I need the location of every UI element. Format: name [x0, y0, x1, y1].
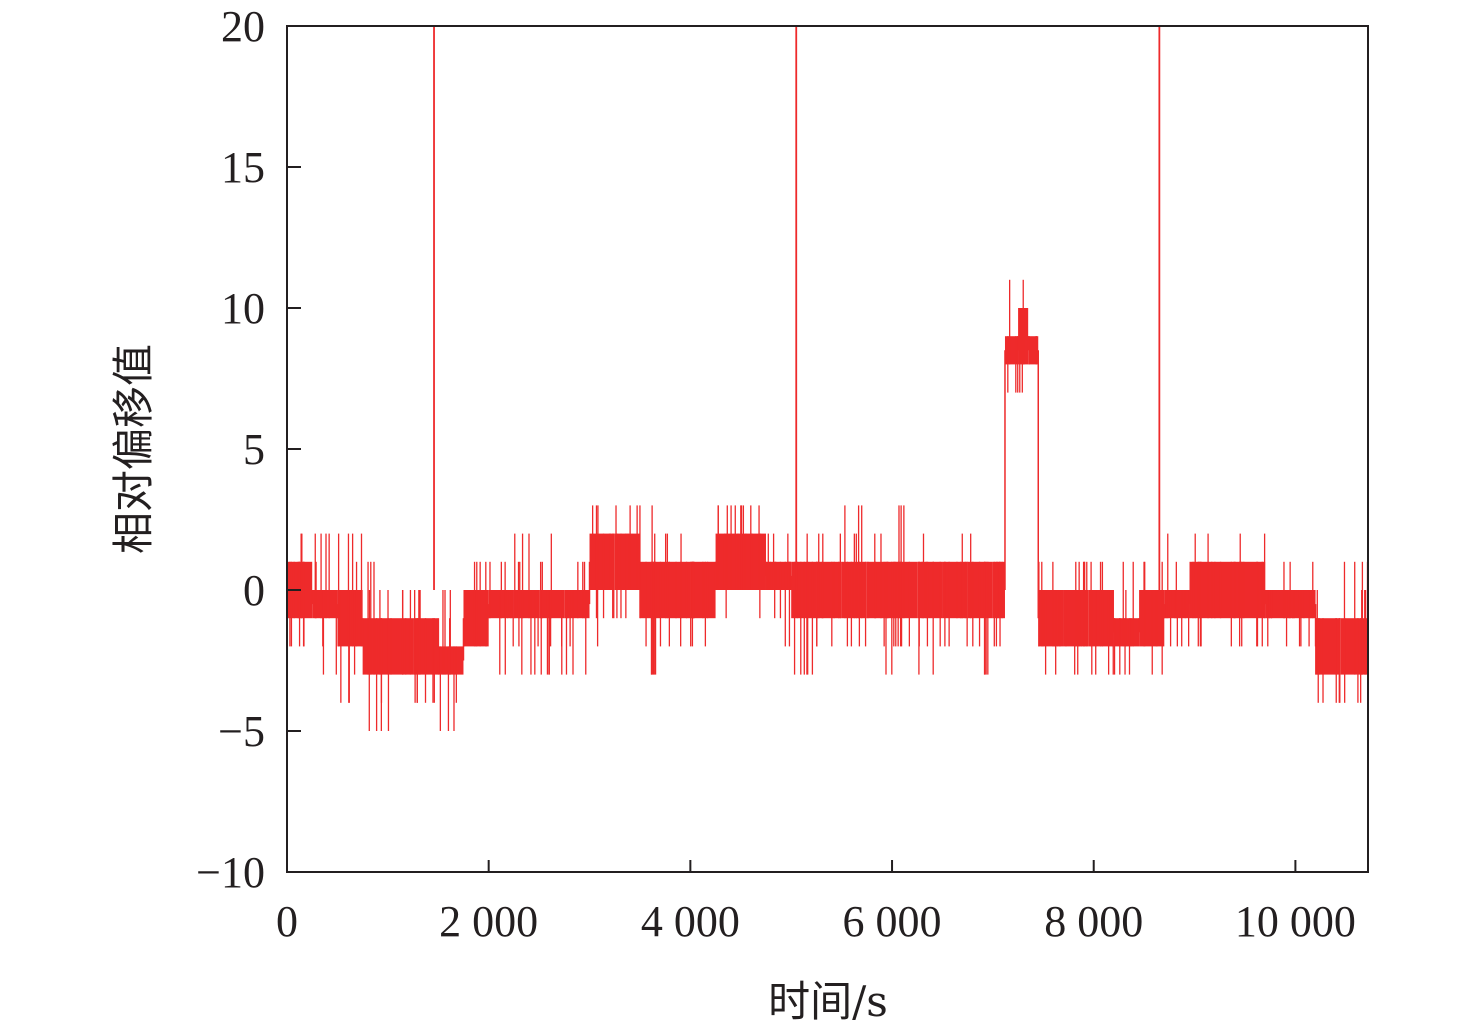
signal-segment — [816, 533, 842, 647]
signal-segment — [1264, 561, 1291, 647]
signal-segment — [1290, 561, 1316, 647]
signal-segment — [1004, 279, 1019, 590]
x-tick-label: 8 000 — [1044, 897, 1143, 946]
x-tick-label: 4 000 — [641, 897, 740, 946]
signal-segment — [1063, 561, 1089, 675]
signal-segment — [311, 533, 338, 675]
signal-segment — [866, 533, 893, 675]
signal-segment — [1314, 590, 1341, 703]
signal-segment — [1239, 533, 1266, 647]
signal-segment — [513, 533, 540, 675]
x-tick-label: 2 000 — [439, 897, 538, 946]
signal-band — [967, 561, 993, 619]
axis-ticks: 0 2 000 4 000 6 000 8 000 10 000 −10 −5 0 5 10 15 20 — [196, 2, 1356, 946]
signal-band — [816, 561, 842, 619]
signal-segment — [462, 561, 489, 661]
signal-segment — [413, 590, 439, 703]
y-tick-label: 0 — [243, 566, 265, 615]
signal-segment — [487, 561, 514, 675]
y-tick-label: 5 — [243, 425, 265, 474]
signal-band — [337, 590, 363, 647]
signal-segment — [361, 561, 388, 731]
signal-band — [1028, 336, 1039, 365]
signal-segment — [1017, 279, 1029, 393]
signal-segment — [287, 533, 313, 647]
signal-segment — [336, 533, 363, 703]
signal-segment — [387, 590, 414, 731]
signal-segment — [790, 533, 817, 675]
y-tick-label: 10 — [221, 284, 265, 333]
signal-segment — [1037, 350, 1064, 675]
signal-segment — [740, 505, 766, 619]
plot-frame — [286, 25, 1369, 873]
signal-segment — [639, 505, 666, 675]
signal-band — [1214, 561, 1240, 619]
signal-segment — [564, 561, 590, 675]
signal-segment — [992, 561, 1005, 647]
signal-segment — [588, 505, 615, 647]
x-tick-label: 10 000 — [1235, 897, 1356, 946]
plot-marks — [287, 26, 1369, 731]
signal-segment — [614, 505, 640, 619]
signal-segment — [1214, 561, 1241, 647]
signal-segment — [1088, 561, 1114, 675]
signal-band — [614, 533, 640, 590]
y-axis-label: 相对偏移值 — [109, 344, 158, 554]
signal-segment — [917, 533, 943, 675]
y-tick-label: −10 — [196, 848, 265, 897]
y-tick-label: −5 — [218, 707, 265, 756]
signal-band — [942, 561, 968, 619]
signal-segment — [765, 533, 792, 647]
signal-segment — [942, 533, 968, 647]
signal-band — [715, 533, 741, 590]
y-tick-label: 15 — [221, 143, 265, 192]
signal-band — [362, 618, 388, 675]
signal-segment — [841, 505, 867, 647]
signal-band — [387, 618, 414, 675]
signal-segment — [1188, 533, 1215, 647]
signal-band — [1088, 590, 1114, 647]
signal-segment — [664, 533, 691, 647]
signal-segment — [1340, 561, 1369, 703]
x-tick-label: 0 — [276, 897, 298, 946]
signal-band — [740, 533, 766, 590]
signal-segment — [539, 533, 565, 675]
signal-band — [917, 561, 943, 619]
x-tick-label: 6 000 — [843, 897, 942, 946]
signal-segment — [967, 533, 993, 675]
signal-band — [1189, 561, 1215, 619]
signal-segment — [1113, 561, 1140, 675]
y-tick-label: 20 — [221, 2, 265, 51]
signal-segment — [892, 505, 918, 647]
signal-segment — [1138, 561, 1165, 675]
signal-segment — [690, 561, 716, 647]
x-axis-label: 时间/s — [768, 977, 888, 1026]
signal-segment — [1163, 533, 1190, 647]
signal-segment — [437, 590, 464, 731]
signal-segment — [1027, 336, 1039, 365]
signal-segment — [714, 505, 741, 619]
